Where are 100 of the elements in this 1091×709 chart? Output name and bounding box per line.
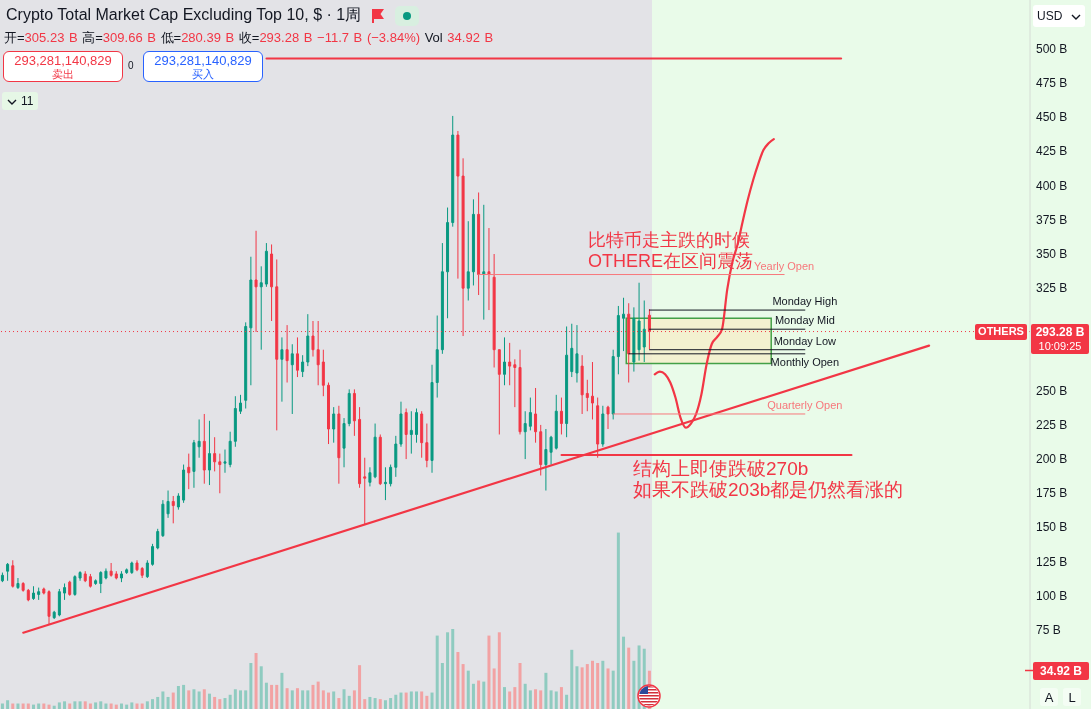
bar bbox=[492, 668, 496, 709]
y-tick-label: 125 B bbox=[1036, 554, 1068, 569]
candlestick bbox=[88, 573, 92, 589]
bar bbox=[301, 690, 305, 709]
y-tick-label: 450 B bbox=[1036, 110, 1068, 125]
bar bbox=[285, 688, 289, 709]
bar bbox=[166, 696, 170, 709]
bar bbox=[280, 672, 284, 709]
y-tick-label: 250 B bbox=[1036, 383, 1068, 398]
bar bbox=[477, 680, 481, 709]
y-tick-label: 225 B bbox=[1036, 417, 1068, 432]
annotation: 11 bbox=[21, 94, 34, 108]
bar bbox=[601, 660, 605, 709]
y-tick-label: 175 B bbox=[1036, 486, 1068, 501]
y-tick-label: 325 B bbox=[1036, 281, 1068, 296]
candlestick bbox=[642, 300, 646, 363]
candlestick bbox=[332, 406, 336, 444]
bar bbox=[259, 666, 263, 709]
bar bbox=[616, 532, 620, 709]
y-tick-label: 100 B bbox=[1036, 588, 1068, 603]
candlestick bbox=[482, 204, 486, 321]
bar bbox=[482, 681, 486, 709]
bar bbox=[228, 694, 232, 709]
candlestick bbox=[0, 572, 4, 583]
candlestick bbox=[63, 583, 67, 601]
bar bbox=[140, 703, 144, 709]
bar bbox=[404, 692, 408, 709]
series-label: Monday High bbox=[772, 295, 838, 309]
bar bbox=[471, 683, 475, 709]
bar bbox=[119, 703, 123, 709]
candlestick bbox=[358, 406, 362, 489]
candlestick bbox=[363, 457, 367, 526]
sell-button: 293,281,140,829 卖出 bbox=[3, 51, 123, 82]
bar bbox=[218, 699, 222, 709]
candlestick bbox=[477, 191, 481, 296]
candlestick bbox=[585, 379, 589, 412]
candlestick bbox=[327, 382, 331, 445]
candlestick bbox=[420, 410, 424, 459]
candlestick bbox=[471, 198, 475, 286]
bar bbox=[440, 662, 444, 709]
bar bbox=[590, 660, 594, 709]
candlestick bbox=[145, 559, 149, 579]
candlestick bbox=[409, 410, 413, 455]
bar bbox=[497, 632, 501, 709]
candlestick bbox=[580, 354, 584, 415]
bar bbox=[249, 662, 253, 709]
bar bbox=[156, 696, 160, 709]
candlestick bbox=[104, 567, 108, 580]
candlestick bbox=[270, 243, 274, 322]
candlestick bbox=[130, 561, 134, 575]
y-tick-label: 150 B bbox=[1036, 520, 1068, 535]
candlestick bbox=[42, 587, 46, 595]
bar bbox=[409, 691, 413, 709]
bar bbox=[63, 701, 67, 709]
candlestick bbox=[378, 433, 382, 486]
y-tick-label: 75 B bbox=[1036, 622, 1061, 637]
candlestick bbox=[259, 265, 263, 351]
bar bbox=[275, 684, 279, 709]
candlestick bbox=[451, 115, 455, 228]
bar bbox=[264, 682, 268, 709]
bar bbox=[430, 692, 434, 709]
candlestick bbox=[233, 395, 237, 448]
candlestick bbox=[383, 466, 387, 501]
candlestick bbox=[202, 413, 206, 485]
bar bbox=[125, 704, 129, 709]
currency-dropdown: USD bbox=[1033, 5, 1085, 27]
candlestick bbox=[187, 453, 191, 490]
candlestick bbox=[394, 435, 398, 478]
candlestick bbox=[264, 242, 268, 288]
price-tag: 34.92 B bbox=[1033, 661, 1089, 680]
bar bbox=[114, 704, 118, 709]
bar bbox=[420, 691, 424, 709]
series-label: Monday Low bbox=[773, 334, 837, 348]
text: 开=305.23 B 高=309.66 B 低=280.39 B 收=293.28 B −11.7 B (−3.84%) Vol 34.92 B bbox=[4, 30, 494, 45]
bar bbox=[513, 687, 517, 709]
candlestick bbox=[415, 408, 418, 444]
candlestick bbox=[295, 336, 299, 378]
candlestick bbox=[352, 388, 356, 437]
bar bbox=[502, 687, 506, 709]
candlestick bbox=[446, 207, 450, 319]
bar bbox=[580, 667, 584, 709]
bar bbox=[487, 635, 491, 709]
series-label: Quarterly Open bbox=[767, 398, 843, 412]
candlestick bbox=[539, 424, 543, 476]
candlestick bbox=[171, 495, 175, 524]
candlestick bbox=[534, 387, 538, 444]
bar bbox=[99, 701, 103, 709]
candlestick bbox=[342, 417, 346, 468]
bar bbox=[135, 703, 139, 709]
candlestick bbox=[559, 397, 563, 435]
bar bbox=[270, 684, 274, 709]
bar bbox=[347, 695, 351, 709]
bar bbox=[342, 689, 346, 709]
bar bbox=[187, 690, 191, 709]
y-tick-label: 200 B bbox=[1036, 452, 1068, 467]
bar bbox=[399, 692, 403, 709]
bar bbox=[295, 688, 299, 709]
candlestick bbox=[114, 570, 118, 580]
candlestick bbox=[575, 324, 579, 384]
bar bbox=[415, 691, 418, 709]
